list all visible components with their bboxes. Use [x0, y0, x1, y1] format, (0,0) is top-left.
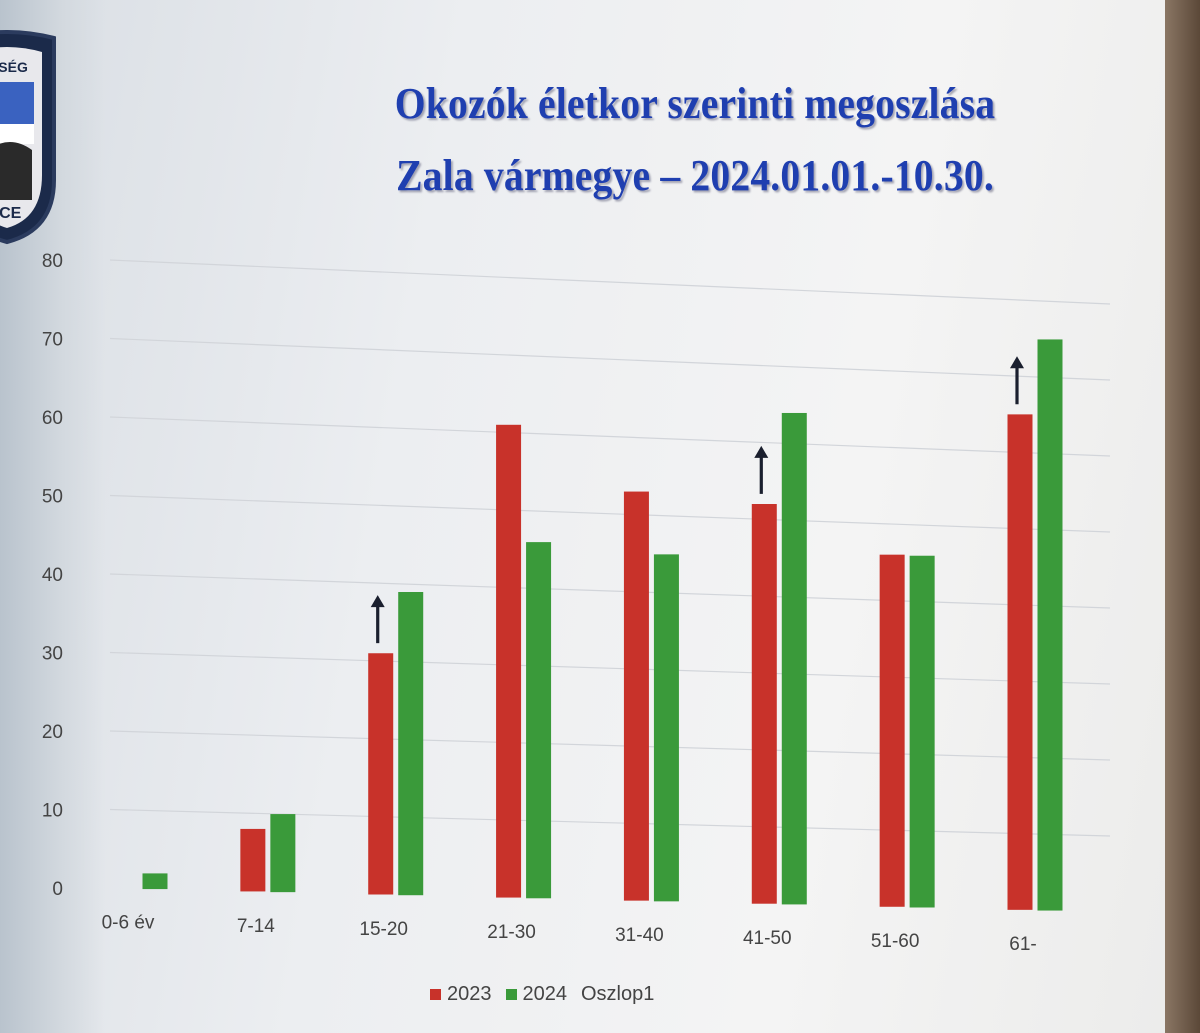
x-tick-label: 7-14 [237, 916, 275, 937]
y-tick-label: 30 [42, 644, 63, 665]
bar-2023-15-20 [368, 653, 394, 895]
bar-2023-61- [1007, 414, 1033, 910]
legend-item-oszlop1: Oszlop1 [581, 983, 654, 1006]
svg-text:ICE: ICE [0, 205, 22, 222]
y-tick-label: 40 [42, 565, 63, 586]
chart-title-line-2: Zala vármegye – 2024.01.01.-10.30. [396, 151, 994, 200]
bars [142, 339, 1063, 911]
x-tick-label: 41-50 [743, 928, 792, 949]
x-tick-label: 61- [1009, 934, 1036, 955]
y-tick-label: 10 [42, 801, 63, 822]
x-tick-label: 31-40 [615, 925, 664, 946]
chart-title-line-1: Okozók életkor szerinti megoszlása [394, 79, 996, 128]
arrow-up-icon [1010, 356, 1024, 369]
bar-2024-21-30 [526, 542, 552, 899]
bar-2024-61- [1037, 339, 1063, 911]
gridline-30 [109, 651, 1111, 685]
arrow-up-icon [754, 445, 769, 458]
legend-swatch-2024 [505, 988, 517, 1000]
arrow-up-icon [370, 595, 385, 608]
gridline-20 [109, 730, 1111, 761]
svg-text:RSÉG: RSÉG [0, 59, 28, 75]
y-tick-label: 80 [42, 251, 63, 272]
x-tick-label: 0-6 év [102, 913, 155, 934]
bar-2024-31-40 [653, 554, 679, 902]
x-tick-label: 21-30 [487, 922, 536, 943]
room-wall-edge [1165, 0, 1200, 1033]
increase-arrows [370, 356, 1024, 644]
bar-chart: 0 10 20 30 40 50 60 70 80 0-6 év 7-14 15-20 21-30 31… [42, 251, 1111, 955]
bar-2024-7-14 [270, 814, 296, 893]
gridline-70 [109, 337, 1111, 381]
bar-2023-21-30 [496, 424, 522, 898]
projection-screen: RSÉG ICE Okozók életkor szerinti megoszl… [0, 0, 1165, 1033]
y-tick-label: 50 [42, 487, 63, 508]
y-tick-label: 0 [52, 879, 63, 900]
police-badge-logo: RSÉG ICE [0, 30, 56, 245]
x-tick-label: 15-20 [359, 919, 408, 940]
gridline-60 [109, 416, 1111, 457]
gridline-40 [109, 573, 1111, 609]
bar-2023-51-60 [879, 554, 905, 907]
bar-2024-0-6 év [142, 873, 168, 890]
chart-legend: 2023 2024 Oszlop1 [430, 982, 668, 1006]
legend-item-2024: 2024 [505, 982, 568, 1006]
gridline-80 [109, 259, 1111, 305]
y-tick-label: 20 [42, 722, 63, 743]
bar-2024-51-60 [909, 555, 935, 908]
legend-swatch-2023 [430, 988, 441, 1000]
bar-2024-15-20 [398, 591, 424, 896]
bar-2023-7-14 [240, 828, 266, 892]
y-tick-label: 60 [42, 408, 63, 429]
x-axis-ticks: 0-6 év 7-14 15-20 21-30 31-40 41-50 51-60 61- [102, 913, 1037, 955]
legend-item-2023: 2023 [430, 983, 492, 1006]
y-axis-ticks: 0 10 20 30 40 50 60 70 80 [42, 251, 63, 900]
legend-label-oszlop1: Oszlop1 [581, 982, 655, 1005]
bar-2023-31-40 [623, 491, 649, 901]
gridline-50 [109, 494, 1111, 533]
legend-label-2024: 2024 [522, 982, 568, 1005]
grid-lines [109, 259, 1111, 837]
gridline-10 [109, 808, 1111, 837]
y-tick-label: 70 [42, 330, 63, 351]
x-tick-label: 51-60 [871, 931, 920, 952]
bar-2023-41-50 [751, 504, 777, 904]
legend-label-2023: 2023 [447, 982, 492, 1005]
bar-2024-41-50 [781, 412, 807, 905]
